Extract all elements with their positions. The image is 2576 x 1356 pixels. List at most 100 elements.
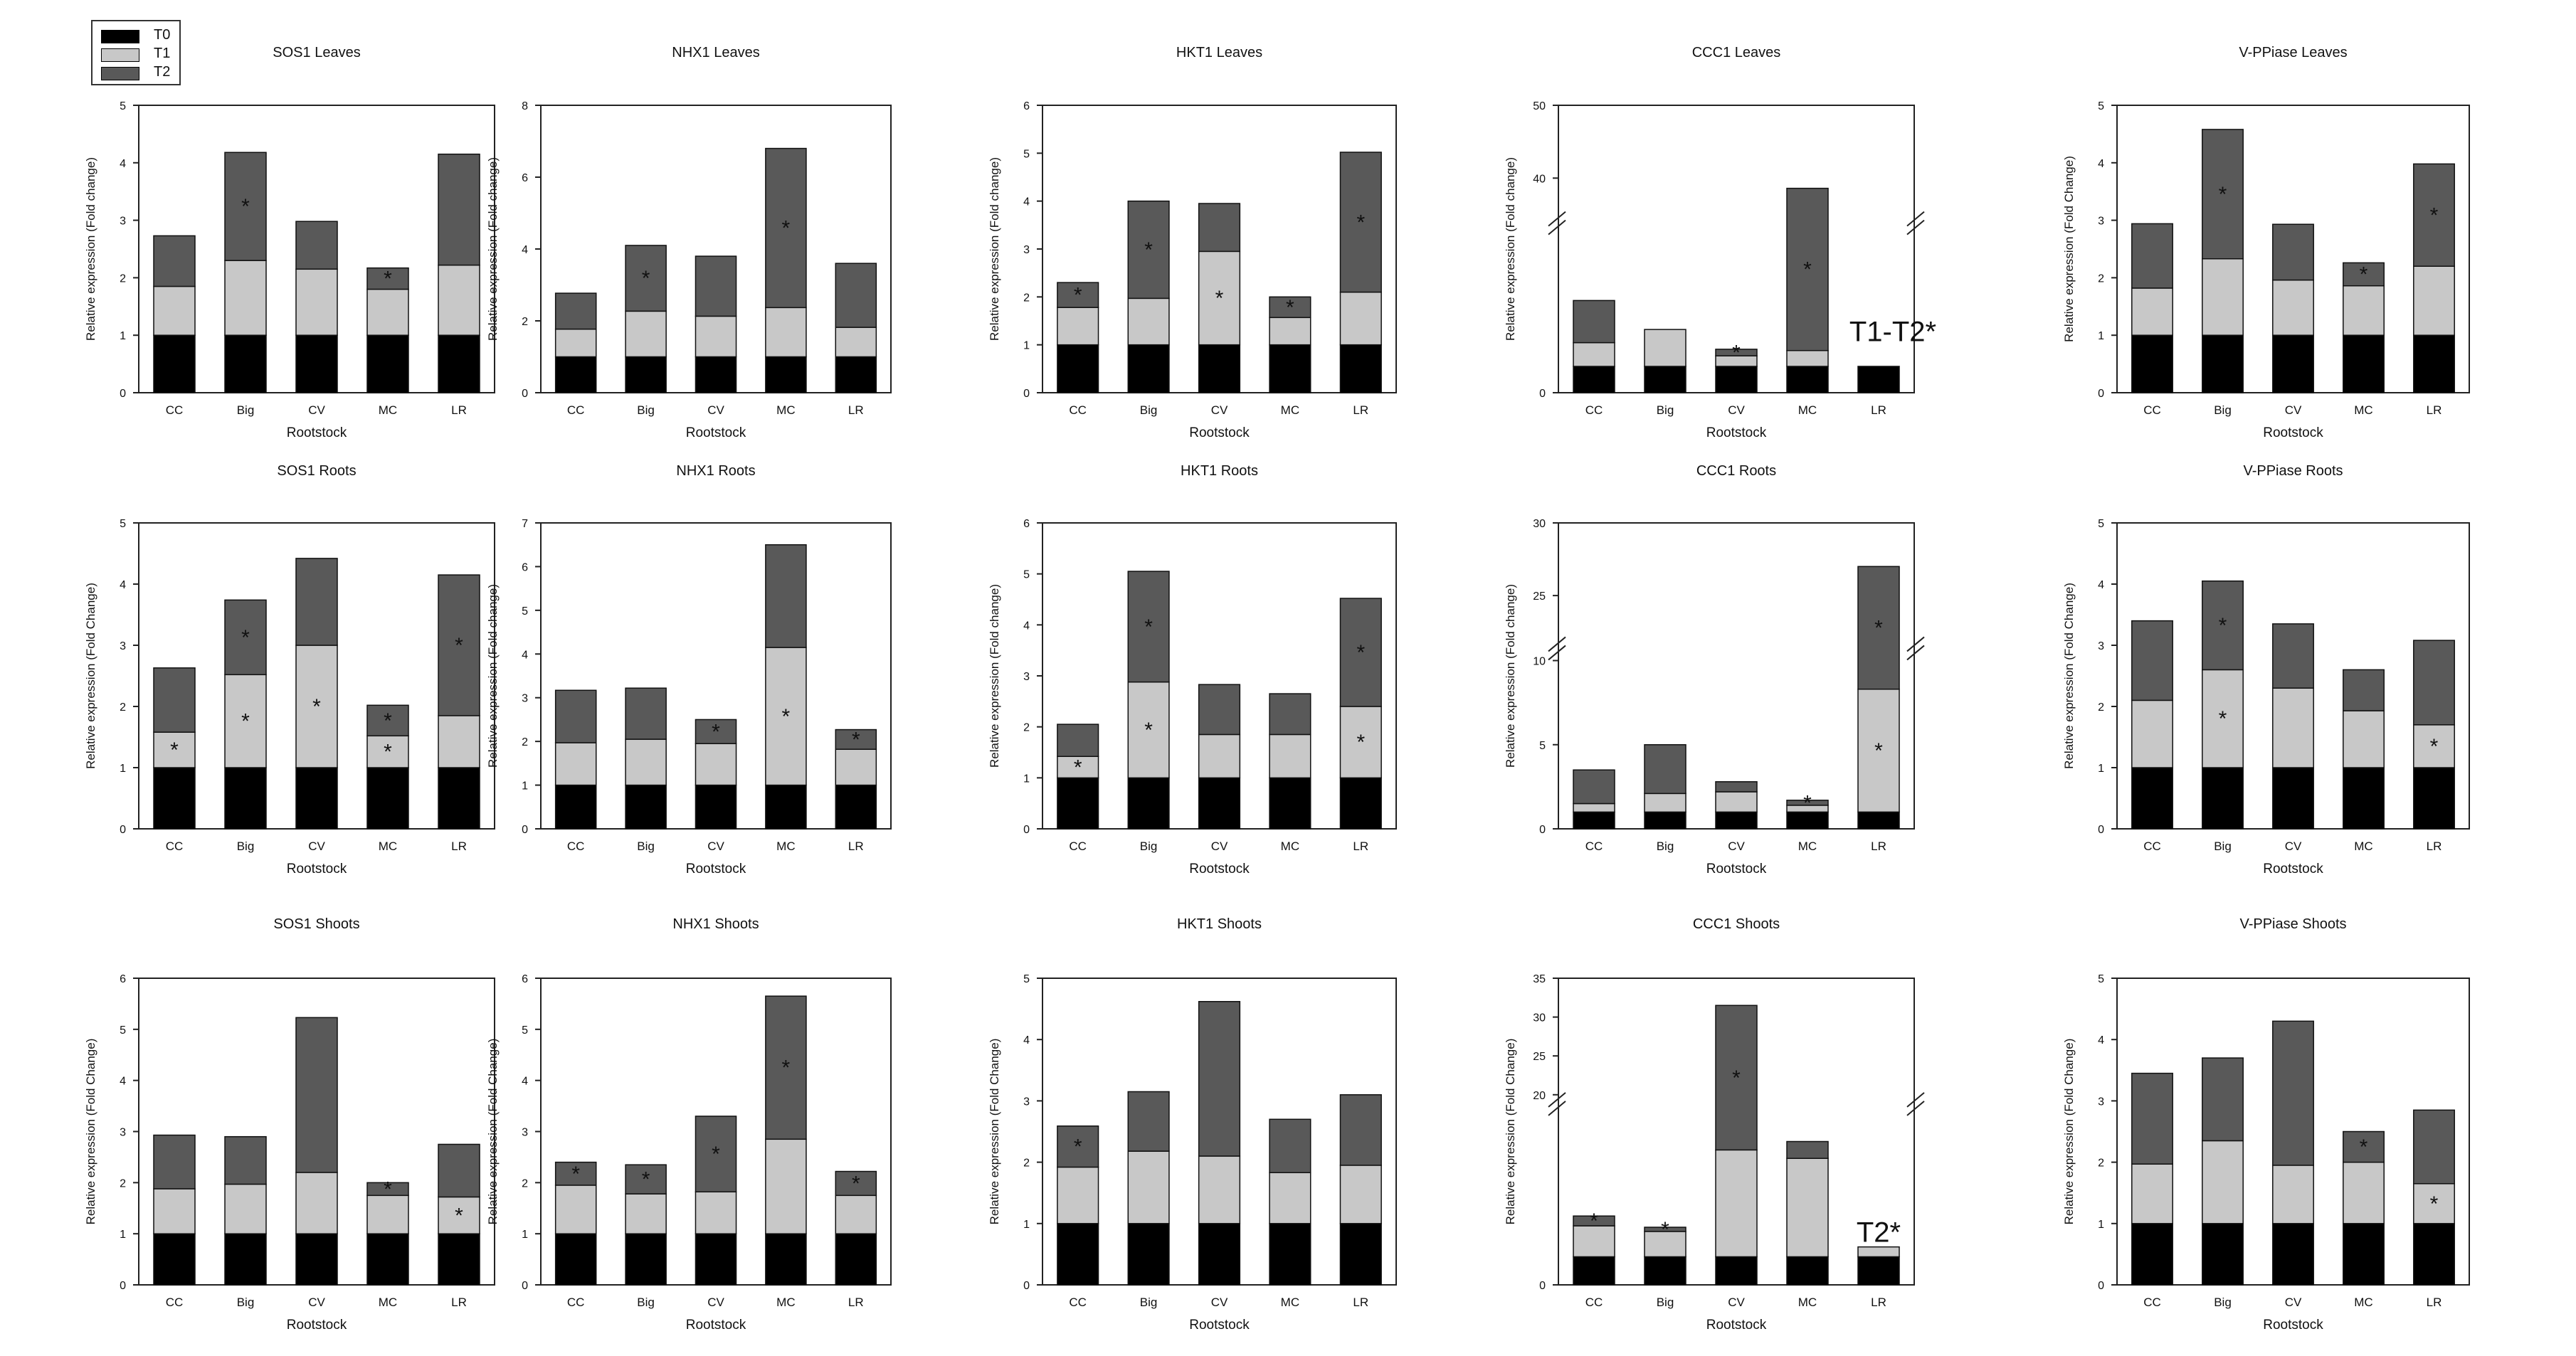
bar-t1-cc — [554, 1185, 597, 1234]
y-axis-label: Relative expression (Fold change) — [486, 157, 500, 341]
y-tick-label: 0 — [120, 388, 126, 400]
bar-t1-big — [625, 1193, 667, 1234]
y-tick-label: 3 — [120, 1127, 126, 1139]
bar-t2-big — [1644, 1227, 1686, 1232]
bar-t0-big — [1127, 777, 1170, 830]
significance-star: * — [455, 1204, 463, 1227]
bar-t0-cv — [1715, 1256, 1758, 1286]
bar-t0-cv — [695, 356, 737, 393]
bar-t1-cv — [1715, 791, 1758, 813]
bar-t0-cv — [2272, 334, 2314, 393]
significance-star: * — [1356, 731, 1365, 754]
bar-t2-cc — [153, 235, 196, 287]
bar-t1-mc — [1786, 349, 1829, 367]
bar-t1-cc — [1573, 341, 1615, 367]
axis-break-mark — [1906, 645, 1925, 661]
x-axis-label: Rootstock — [686, 1318, 746, 1333]
y-tick-label: 5 — [2098, 973, 2104, 985]
bar-t2-cc — [554, 292, 597, 330]
y-tick-label: 10 — [1533, 656, 1546, 668]
significance-star: * — [1356, 641, 1365, 664]
y-axis-label: Relative expression (Fold change) — [1504, 157, 1517, 341]
y-tick-label: 2 — [2098, 272, 2104, 285]
x-tick-label: CC — [166, 839, 184, 853]
x-tick-label: LR — [1353, 403, 1368, 417]
y-tick-label: 2 — [522, 316, 528, 328]
x-tick-label: CC — [166, 1296, 184, 1309]
significance-star: * — [1215, 287, 1224, 310]
chart-title: NHX1 Roots — [676, 463, 755, 479]
significance-star: * — [1286, 296, 1294, 319]
significance-star: * — [852, 1172, 860, 1195]
y-tick-label: 0 — [120, 1280, 126, 1292]
legend-swatch-t0 — [101, 30, 139, 43]
significance-star: * — [384, 1177, 392, 1201]
x-tick-label: LR — [2427, 1296, 2442, 1309]
y-tick-label: 2 — [1023, 722, 1030, 734]
significance-star: * — [384, 268, 392, 291]
bar-t1-mc — [2343, 710, 2385, 768]
bar-t2-cc — [1573, 769, 1615, 805]
chart-title: NHX1 Leaves — [672, 45, 759, 60]
bar-t1-lr — [438, 715, 480, 768]
x-tick-label: CV — [2285, 1296, 2302, 1309]
significance-star: * — [1074, 1135, 1082, 1159]
bar-t0-cv — [2272, 767, 2314, 830]
x-axis-label: Rootstock — [1189, 1318, 1250, 1333]
x-tick-label: Big — [1657, 839, 1674, 853]
bar-t2-mc — [1786, 800, 1829, 806]
bar-t0-cv — [1715, 366, 1758, 393]
bar-t1-cc — [2131, 699, 2173, 768]
bar-t1-mc — [366, 1195, 409, 1234]
y-axis-label: Relative expression (Fold change) — [988, 584, 1001, 768]
bar-t0-lr — [1857, 1256, 1900, 1286]
x-tick-label: CV — [707, 403, 724, 417]
x-axis-label: Rootstock — [1189, 862, 1250, 876]
chart-v-ppiase-leaves: V-PPiase Leaves 0 1 2 3 4 5 Relative expression… — [2062, 45, 2470, 440]
y-axis-label: Relative expression (Fold Change) — [84, 583, 97, 769]
bar-t2-mc — [765, 147, 807, 309]
legend-label-t0: T0 — [154, 27, 171, 43]
y-tick-label: 1 — [120, 330, 126, 342]
bar-t1-cc — [1057, 1166, 1099, 1224]
significance-star: * — [1803, 258, 1812, 282]
bar-t0-cc — [2131, 767, 2173, 830]
bar-t2-cv — [1198, 203, 1241, 253]
bar-t0-mc — [1786, 366, 1829, 393]
bar-t0-cv — [1198, 1223, 1241, 1286]
bar-t0-lr — [835, 1233, 877, 1286]
bar-t0-cc — [554, 784, 597, 830]
bar-t2-cv — [1715, 1005, 1758, 1151]
bar-t2-cv — [295, 1017, 338, 1173]
y-tick-label: 2 — [2098, 1158, 2104, 1170]
bar-t2-mc — [366, 267, 409, 290]
chart-hkt1-shoots: HKT1 Shoots 0 1 2 3 4 5 Relative expression (Fo… — [988, 916, 1397, 1333]
x-axis-label: Rootstock — [2263, 1318, 2323, 1333]
bar-t1-big — [625, 310, 667, 358]
bar-t2-cv — [1715, 781, 1758, 793]
y-tick-label: 1 — [522, 1229, 528, 1241]
y-tick-label: 25 — [1533, 1051, 1546, 1063]
significance-star: * — [455, 634, 463, 657]
significance-star: * — [1661, 1218, 1669, 1241]
bar-t0-cc — [1057, 1223, 1099, 1286]
x-tick-label: CV — [1728, 1296, 1745, 1309]
bar-t1-big — [2202, 1140, 2244, 1224]
significance-star: * — [1144, 238, 1153, 262]
x-tick-label: CC — [2143, 1296, 2161, 1309]
axis-break-mark — [1906, 211, 1925, 227]
y-tick-label: 4 — [522, 1076, 528, 1088]
bar-t0-cv — [295, 334, 338, 393]
significance-star: * — [1074, 756, 1082, 779]
bar-t1-big — [2202, 669, 2244, 768]
y-tick-label: 3 — [522, 1127, 528, 1139]
bar-t2-lr — [835, 263, 877, 328]
bar-t1-big — [224, 260, 267, 336]
bar-t0-lr — [2413, 334, 2455, 393]
y-tick-label: 20 — [1533, 1090, 1546, 1102]
x-tick-label: CV — [1211, 839, 1228, 853]
x-tick-label: CC — [1069, 403, 1087, 417]
bar-t2-big — [224, 599, 267, 676]
significance-star: * — [1144, 719, 1153, 742]
x-tick-label: CC — [567, 1296, 585, 1309]
